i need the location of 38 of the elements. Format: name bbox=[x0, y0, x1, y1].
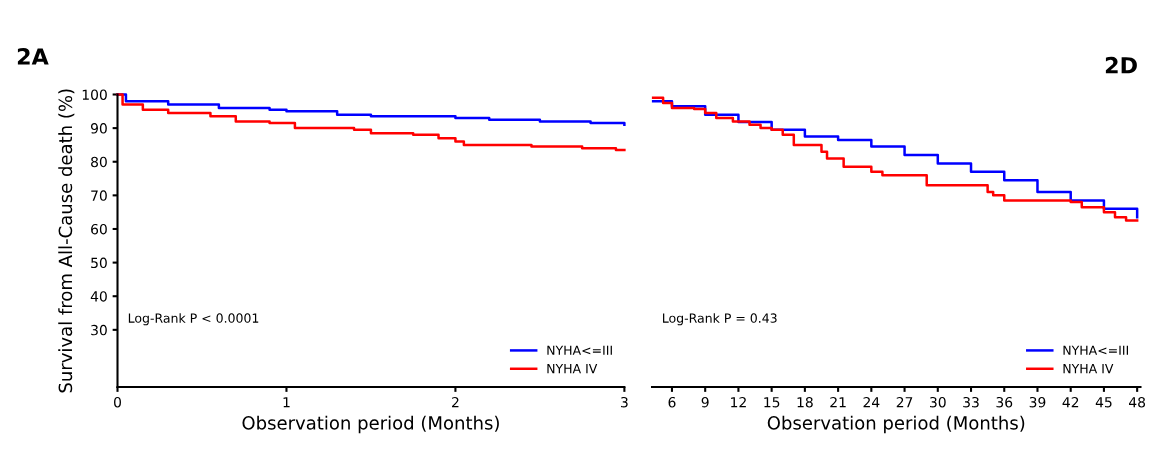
legend-label: NYHA<=III bbox=[547, 345, 612, 355]
x-tick-label: 2 bbox=[452, 396, 459, 408]
annotation: Log-Rank P = 0.43 bbox=[663, 313, 777, 326]
x-tick-label: 1 bbox=[283, 397, 290, 408]
y-axis-title: Survival from All-Cause death (%) bbox=[58, 89, 75, 393]
x-tick-label: 48 bbox=[1129, 396, 1146, 408]
x-tick-label: 12 bbox=[731, 396, 746, 408]
x-tick-label: 45 bbox=[1095, 397, 1112, 408]
x-tick-label: 21 bbox=[830, 396, 846, 408]
x-tick-label: 3 bbox=[621, 396, 628, 408]
x-tick-label: 33 bbox=[963, 396, 979, 408]
y-tick-label: 60 bbox=[91, 223, 107, 235]
x-tick-label: 39 bbox=[1029, 396, 1046, 408]
y-tick-label: 50 bbox=[91, 257, 107, 269]
x-tick-label: 30 bbox=[930, 396, 946, 408]
x-tick-label: 0 bbox=[114, 396, 121, 408]
x-tick-label: 6 bbox=[668, 396, 676, 408]
x-axis-title: Observation period (Months) bbox=[242, 415, 499, 434]
x-tick-label: 24 bbox=[863, 396, 880, 408]
annotation: Log-Rank P < 0.0001 bbox=[128, 313, 259, 326]
y-tick-label: 30 bbox=[91, 324, 107, 336]
y-tick-label: 100 bbox=[82, 89, 107, 100]
legend-label: NYHA IV bbox=[547, 364, 598, 374]
y-tick-label: 90 bbox=[90, 123, 107, 134]
x-tick-label: 27 bbox=[896, 396, 913, 408]
chart-title: 2D bbox=[1105, 56, 1137, 74]
x-tick-label: 36 bbox=[996, 396, 1013, 408]
x-axis-title: Observation period (Months) bbox=[767, 415, 1025, 434]
x-tick-label: 9 bbox=[701, 396, 709, 408]
y-tick-label: 40 bbox=[90, 291, 107, 302]
legend-label: NYHA<=III bbox=[1063, 345, 1128, 355]
y-tick-label: 70 bbox=[91, 190, 107, 201]
x-tick-label: 15 bbox=[764, 397, 780, 408]
chart-title: 2A bbox=[17, 48, 49, 65]
y-tick-label: 80 bbox=[91, 156, 107, 168]
x-tick-label: 42 bbox=[1062, 396, 1079, 408]
legend-label: NYHA IV bbox=[1063, 364, 1114, 374]
x-tick-label: 18 bbox=[797, 396, 813, 408]
